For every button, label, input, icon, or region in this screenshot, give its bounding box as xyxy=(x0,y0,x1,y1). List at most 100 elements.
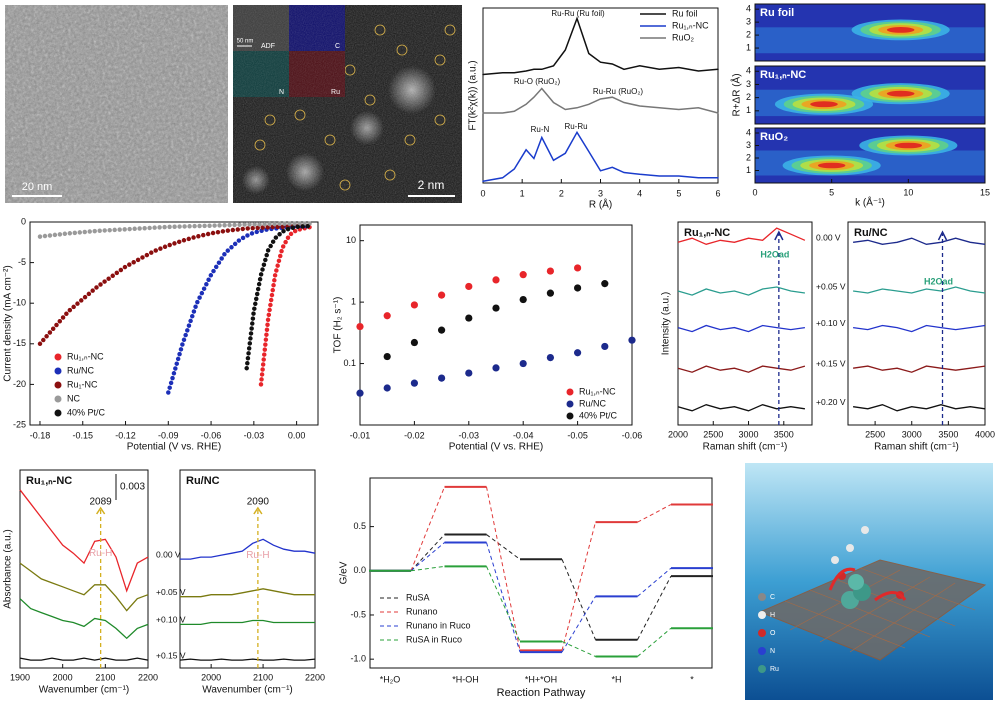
illustration: C H O N Ru xyxy=(745,463,993,700)
connector xyxy=(486,566,521,642)
contour-level xyxy=(810,101,838,108)
legend-label: Runano xyxy=(406,606,438,616)
annotation: Ru-Ru (Ru foil) xyxy=(551,9,605,18)
legend-label: N xyxy=(770,648,775,655)
spectrum xyxy=(853,324,986,333)
single-atom-circles xyxy=(254,24,456,191)
legend-marker xyxy=(54,381,62,389)
x-axis-label: Potential (V vs. RHE) xyxy=(449,442,543,453)
h-atom xyxy=(846,544,854,552)
marker xyxy=(546,267,555,275)
x-tick-label: -0.02 xyxy=(404,430,425,440)
legend-label: 40% Pt/C xyxy=(579,410,618,420)
arrow xyxy=(874,591,907,602)
y-tick-label: 4 xyxy=(746,66,751,76)
y-tick-label: 2 xyxy=(746,92,751,102)
annotation: Ru-N xyxy=(531,125,550,134)
marker xyxy=(383,312,391,320)
plot-frame xyxy=(847,221,986,426)
annotation: Ru-Ru xyxy=(564,122,587,131)
tem-image: 20 nm xyxy=(5,5,228,203)
map-label: Ru xyxy=(331,89,340,96)
connector xyxy=(637,627,672,657)
marker xyxy=(465,369,473,377)
plot-frame xyxy=(677,221,813,426)
spectrum xyxy=(853,404,986,412)
marker-arrow xyxy=(774,230,784,241)
x-tick-label: -0.04 xyxy=(513,430,534,440)
marker xyxy=(465,314,473,322)
connector xyxy=(561,641,596,657)
inset-scale-bar-label: 50 nm xyxy=(237,39,254,45)
annotation: H2Oad xyxy=(760,249,789,259)
legend-marker xyxy=(54,353,62,361)
x-tick-label: 3000 xyxy=(902,429,922,439)
spectrum xyxy=(180,619,315,626)
y-tick-label: 0 xyxy=(21,216,26,226)
x-tick-label: 2500 xyxy=(865,429,885,439)
connector xyxy=(486,486,521,651)
marker xyxy=(410,379,418,387)
legend-marker xyxy=(566,412,574,420)
connector xyxy=(486,542,521,653)
scale-label: 0.003 xyxy=(120,482,145,493)
x-axis-label: R (Å) xyxy=(589,198,612,211)
x-tick-label: *H xyxy=(611,674,621,684)
spectrum xyxy=(853,365,986,373)
y-axis-label: R+ΔR (Å) xyxy=(730,73,743,116)
x-tick-label: 4000 xyxy=(975,429,995,439)
legend-marker xyxy=(566,388,574,396)
legend-marker xyxy=(566,400,574,408)
x-tick-label: -0.12 xyxy=(115,430,136,440)
line xyxy=(482,87,719,114)
legend-label: Ru₁,ₙ-NC xyxy=(672,20,709,30)
marker xyxy=(492,276,500,284)
x-tick-label: -0.09 xyxy=(158,430,179,440)
x-tick-label: *H+*OH xyxy=(525,674,557,684)
y-tick-label: 1 xyxy=(351,296,356,306)
dotted-line xyxy=(166,223,314,395)
potential-label: 0.00 V xyxy=(156,549,181,559)
panel-label: Ru/NC xyxy=(186,475,220,487)
legend-ball xyxy=(758,665,766,673)
x-tick-label: -0.06 xyxy=(622,430,643,440)
y-axis-label: Current density (mA cm⁻²) xyxy=(3,265,14,381)
y-axis-label: TOF (H₂ s⁻¹) xyxy=(333,297,344,354)
legend-marker xyxy=(54,409,62,417)
annotation: H2Oad xyxy=(924,276,953,286)
potential-label: +0.10 V xyxy=(816,318,846,328)
scale-bar-label: 2 nm xyxy=(418,178,445,192)
connector xyxy=(637,575,672,640)
particle xyxy=(350,111,384,145)
contour-level xyxy=(886,90,915,97)
legend-label: H xyxy=(770,612,775,619)
x-tick-label: 3000 xyxy=(739,429,759,439)
haadf-image: ADF C N Ru 50 nm 2 nm xyxy=(233,5,462,203)
connector xyxy=(637,504,672,523)
contour-level xyxy=(894,142,923,149)
y-tick-label: -5 xyxy=(18,257,26,267)
plot-frame xyxy=(369,477,713,669)
particle xyxy=(242,166,270,194)
panel-label: RuO₂ xyxy=(760,131,788,143)
spectrum xyxy=(19,657,149,661)
legend-label: Ru₁-NC xyxy=(67,379,98,389)
y-tick-label: -15 xyxy=(13,338,26,348)
legend-label: Ru₁,ₙ-NC xyxy=(67,351,104,361)
y-tick-label: 0.0 xyxy=(353,565,366,575)
marker xyxy=(438,326,446,334)
legend-ball xyxy=(758,611,766,619)
x-tick-label: -0.15 xyxy=(72,430,93,440)
legend-label: C xyxy=(770,594,775,601)
annotation: Ru-Ru (RuO₂) xyxy=(593,87,644,96)
particle xyxy=(388,66,436,114)
legend-ball xyxy=(758,593,766,601)
x-tick-label: 2000 xyxy=(668,429,688,439)
scale-bar-label: 20 nm xyxy=(22,181,53,193)
y-tick-label: 2 xyxy=(746,29,751,39)
y-axis-label: FT(k²χ(k)) (a.u.) xyxy=(468,60,479,130)
legend-label: RuO₂ xyxy=(672,32,695,42)
connector xyxy=(486,534,521,560)
x-tick-label: 3500 xyxy=(774,429,794,439)
panel-label: Ru₁,ₙ-NC xyxy=(684,227,730,239)
